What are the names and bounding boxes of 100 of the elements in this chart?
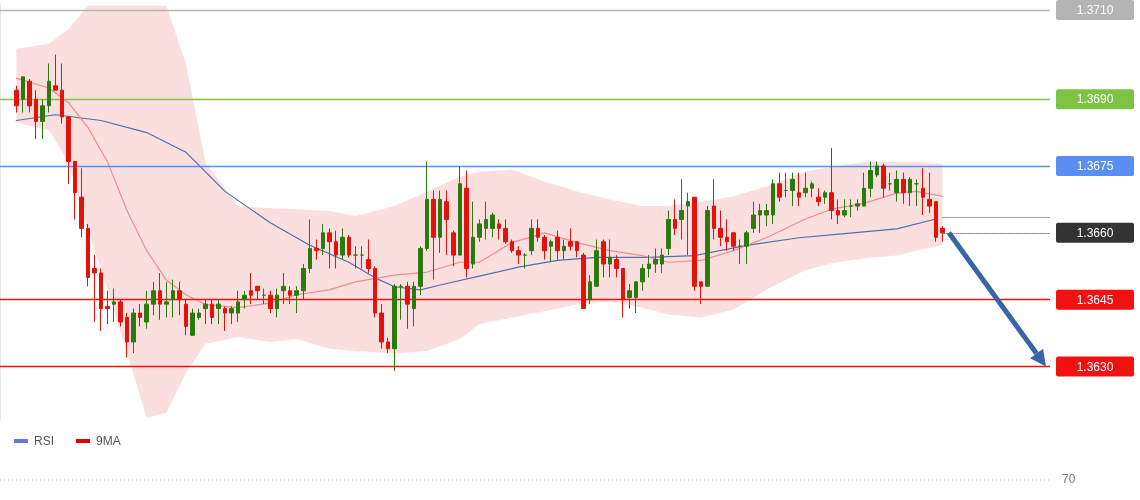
candlestick <box>203 299 208 325</box>
candlestick <box>490 212 495 238</box>
candlestick <box>171 279 175 318</box>
candlestick <box>888 172 892 191</box>
candlestick <box>373 265 377 318</box>
candlestick <box>660 247 664 274</box>
candlestick <box>340 227 345 261</box>
candlestick <box>581 252 586 310</box>
candlestick <box>275 288 279 318</box>
candlestick <box>673 198 677 236</box>
candlestick <box>151 281 156 316</box>
candlestick <box>73 161 77 220</box>
candlestick <box>705 205 710 287</box>
candlestick <box>301 263 306 301</box>
candlestick <box>386 337 390 354</box>
candlestick <box>862 172 866 207</box>
candlestick <box>777 172 782 203</box>
candlestick <box>764 203 769 227</box>
candlestick <box>497 218 501 241</box>
candlestick <box>771 178 775 225</box>
y-tick-label: 1.3630 <box>1076 359 1114 374</box>
candlestick <box>210 299 214 325</box>
candlestick <box>412 281 416 327</box>
candlestick <box>836 198 840 225</box>
candlestick <box>797 172 801 207</box>
candlestick <box>634 281 638 314</box>
y-tick-label: 1.3690 <box>1076 92 1114 107</box>
candlestick <box>379 303 384 350</box>
candlestick <box>849 198 853 218</box>
candlestick <box>477 218 482 243</box>
candlestick <box>92 254 97 323</box>
candlestick <box>692 196 697 292</box>
y-tick-label: 1.3675 <box>1076 158 1114 173</box>
candlestick <box>242 290 247 310</box>
candlestick <box>21 76 25 113</box>
candlestick <box>125 312 129 359</box>
candlestick <box>425 161 429 252</box>
candlestick <box>718 210 723 247</box>
candlestick <box>725 218 729 252</box>
candlestick <box>588 274 592 305</box>
candlestick <box>321 223 325 256</box>
candlestick <box>86 223 90 287</box>
candlestick <box>236 290 240 323</box>
candlestick <box>927 172 932 214</box>
candlestick <box>451 230 456 267</box>
candlestick <box>177 281 182 316</box>
candlestick <box>268 290 273 314</box>
candlestick <box>138 303 142 327</box>
candlestick <box>731 232 736 252</box>
candlestick <box>458 165 462 256</box>
candlestick <box>751 201 756 234</box>
candlestick <box>608 239 612 278</box>
candlestick <box>190 308 195 336</box>
candlestick <box>855 198 860 212</box>
candlestick <box>621 267 625 318</box>
candlestick <box>679 178 684 241</box>
candlestick <box>105 290 110 325</box>
candlestick <box>40 98 45 140</box>
candlestick <box>288 285 292 305</box>
candlestick <box>353 245 358 269</box>
candlestick <box>640 263 645 292</box>
candlestick <box>510 239 514 254</box>
candlestick <box>418 245 423 296</box>
candlestick <box>216 299 221 325</box>
candlestick <box>34 89 38 140</box>
candlestick <box>810 181 814 198</box>
candlestick <box>542 234 547 261</box>
candlestick <box>529 218 534 256</box>
candlestick <box>14 85 19 113</box>
candlestick <box>940 225 945 243</box>
candlestick <box>484 201 488 241</box>
candlestick <box>112 288 116 323</box>
candlestick <box>366 239 371 274</box>
candlestick <box>158 272 162 321</box>
candlestick <box>347 234 351 258</box>
candlestick <box>60 62 64 125</box>
candlestick <box>921 167 925 216</box>
candlestick <box>549 239 553 263</box>
text: 70 <box>1062 472 1076 486</box>
candlestick <box>568 227 573 252</box>
candlestick <box>881 163 886 198</box>
candlestick <box>738 239 742 265</box>
candlestick <box>229 305 234 325</box>
line-series <box>15 114 937 291</box>
candlestick <box>555 230 560 261</box>
y-tick-label: 1.3645 <box>1076 292 1114 307</box>
y-tick-label: 1.3660 <box>1076 225 1114 240</box>
candlestick <box>444 189 449 256</box>
candlestick <box>758 203 762 234</box>
candlestick <box>575 241 579 258</box>
candlestick <box>223 305 227 332</box>
candlestick <box>653 247 658 274</box>
candlestick <box>392 283 397 372</box>
legend-label: 9MA <box>96 434 121 448</box>
candlestick <box>868 161 873 198</box>
candlestick <box>27 78 32 113</box>
candlestick <box>875 161 879 178</box>
candlestick <box>360 245 364 269</box>
y-tick-label: 1.3710 <box>1076 3 1114 17</box>
candlestick <box>823 189 827 205</box>
